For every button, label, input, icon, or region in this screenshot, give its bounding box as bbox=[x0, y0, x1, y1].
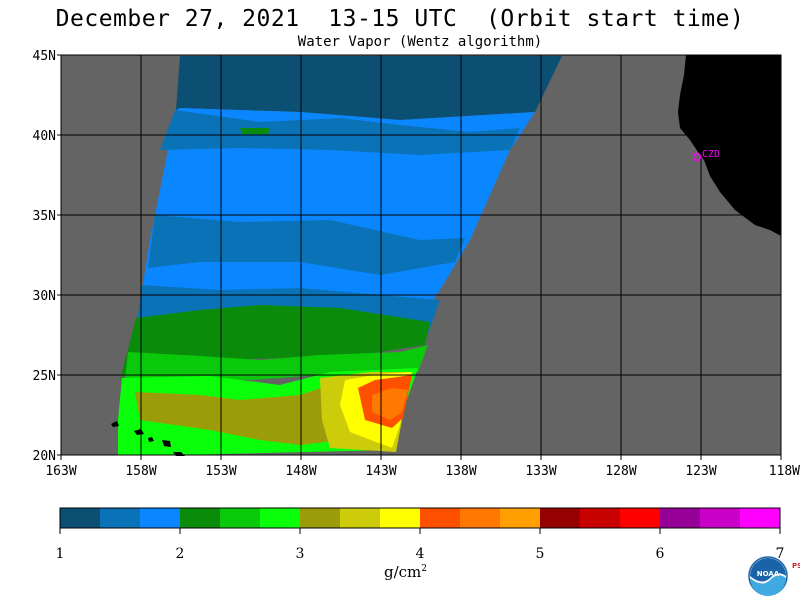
latitude-label: 25N bbox=[33, 369, 56, 384]
latitude-labels: 45N 40N 35N 30N 25N 20N bbox=[33, 49, 61, 464]
latitude-label: 45N bbox=[33, 49, 56, 64]
colorbar-cell bbox=[740, 508, 781, 528]
station-label: CZD bbox=[702, 149, 720, 160]
colorbar-units: g/cm2 bbox=[384, 563, 428, 581]
swath-band-small-green bbox=[240, 128, 270, 134]
longitude-label: 123W bbox=[685, 464, 716, 479]
map-title: December 27, 2021 13-15 UTC (Orbit start… bbox=[55, 6, 745, 32]
water-vapor-swath bbox=[118, 56, 562, 455]
colorbar: 1 2 3 4 5 6 7 bbox=[56, 507, 785, 562]
latitude-label: 40N bbox=[33, 129, 56, 144]
colorbar-cell bbox=[260, 508, 301, 528]
swath-band-olive bbox=[135, 380, 342, 445]
colorbar-tick-label: 1 bbox=[56, 546, 65, 562]
swath-band-dark-blue bbox=[176, 56, 562, 120]
longitude-label: 143W bbox=[365, 464, 396, 479]
colorbar-tick-label: 5 bbox=[536, 546, 545, 562]
psl-mark: PSL bbox=[792, 562, 800, 570]
noaa-logo-icon: NOAA bbox=[748, 556, 788, 596]
lat-lon-grid bbox=[61, 55, 781, 455]
latitude-label: 20N bbox=[33, 449, 56, 464]
map-layer: CZD bbox=[60, 54, 782, 456]
swath-band-dark-green bbox=[120, 305, 430, 380]
colorbar-tick-label: 6 bbox=[656, 546, 665, 562]
colorbar-cell bbox=[140, 508, 181, 528]
map-subtitle: Water Vapor (Wentz algorithm) bbox=[297, 34, 543, 50]
colorbar-cell bbox=[340, 508, 381, 528]
station-czd: CZD bbox=[692, 149, 720, 162]
north-america-land bbox=[678, 55, 781, 236]
longitude-label: 133W bbox=[525, 464, 556, 479]
colorbar-cell bbox=[180, 508, 221, 528]
longitude-label: 128W bbox=[605, 464, 636, 479]
svg-text:NOAA: NOAA bbox=[757, 570, 780, 578]
swath-band-blue bbox=[138, 108, 535, 318]
longitude-label: 148W bbox=[285, 464, 316, 479]
colorbar-cell bbox=[300, 508, 341, 528]
colorbar-cell bbox=[500, 508, 541, 528]
latitude-label: 35N bbox=[33, 209, 56, 224]
colorbar-cell bbox=[700, 508, 741, 528]
swath-band-mid-blue-2 bbox=[148, 215, 465, 275]
longitude-label: 138W bbox=[445, 464, 476, 479]
colorbar-cell bbox=[60, 508, 101, 528]
latitude-label: 30N bbox=[33, 289, 56, 304]
colorbar-cells bbox=[60, 508, 781, 528]
map-frame bbox=[60, 54, 782, 456]
colorbar-tick-label: 2 bbox=[176, 546, 185, 562]
colorbar-cell bbox=[220, 508, 261, 528]
swath-band-mid-blue-1 bbox=[160, 110, 520, 155]
colorbar-cell bbox=[540, 508, 581, 528]
longitude-label: 118W bbox=[769, 464, 800, 479]
colorbar-ticks: 1 2 3 4 5 6 7 bbox=[56, 528, 785, 562]
colorbar-tick-label: 4 bbox=[416, 546, 425, 562]
colorbar-tick-label: 7 bbox=[776, 546, 785, 562]
colorbar-cell bbox=[580, 508, 621, 528]
longitude-label: 153W bbox=[205, 464, 236, 479]
colorbar-tick-label: 3 bbox=[296, 546, 305, 562]
longitude-label: 163W bbox=[45, 464, 76, 479]
longitude-labels: 163W 158W 153W 148W 143W 138W 133W 128W 123W 118W bbox=[45, 455, 800, 479]
colorbar-cell bbox=[620, 508, 661, 528]
longitude-label: 158W bbox=[125, 464, 156, 479]
colorbar-cell bbox=[100, 508, 141, 528]
colorbar-cell bbox=[380, 508, 421, 528]
colorbar-cell bbox=[420, 508, 461, 528]
colorbar-cell bbox=[460, 508, 501, 528]
station-marker-icon bbox=[692, 152, 702, 162]
colorbar-cell bbox=[660, 508, 701, 528]
